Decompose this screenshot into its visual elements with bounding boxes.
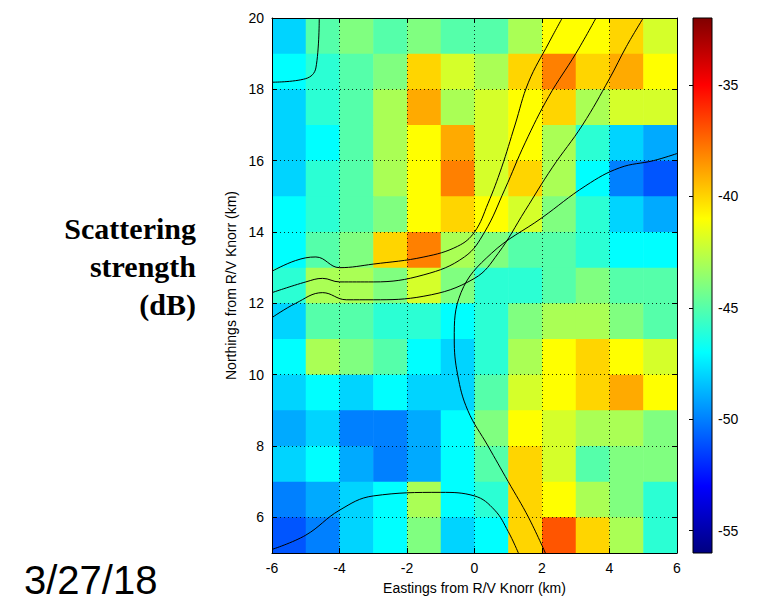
svg-text:4: 4	[606, 560, 614, 576]
svg-text:18: 18	[248, 81, 264, 97]
svg-text:-35: -35	[718, 77, 738, 93]
svg-text:6: 6	[673, 560, 681, 576]
svg-text:(dB): (dB)	[139, 288, 196, 322]
svg-text:12: 12	[248, 295, 264, 311]
svg-text:-2: -2	[401, 560, 414, 576]
svg-text:-50: -50	[718, 411, 738, 427]
svg-text:2: 2	[538, 560, 546, 576]
svg-text:0: 0	[471, 560, 479, 576]
svg-text:Eastings from R/V Knorr (km): Eastings from R/V Knorr (km)	[383, 580, 566, 596]
svg-text:-4: -4	[333, 560, 346, 576]
svg-text:8: 8	[256, 438, 264, 454]
svg-text:3/27/18: 3/27/18	[24, 558, 157, 602]
svg-text:-45: -45	[718, 300, 738, 316]
svg-text:Scattering: Scattering	[64, 212, 196, 245]
svg-text:20: 20	[248, 10, 264, 26]
svg-text:strength: strength	[90, 250, 196, 283]
svg-text:16: 16	[248, 153, 264, 169]
svg-text:-40: -40	[718, 188, 738, 204]
svg-text:14: 14	[248, 224, 264, 240]
svg-text:-55: -55	[718, 523, 738, 539]
svg-text:10: 10	[248, 367, 264, 383]
svg-text:Northings from R/V Knorr (km): Northings from R/V Knorr (km)	[223, 191, 239, 380]
svg-text:6: 6	[256, 509, 264, 525]
svg-text:-6: -6	[266, 560, 279, 576]
